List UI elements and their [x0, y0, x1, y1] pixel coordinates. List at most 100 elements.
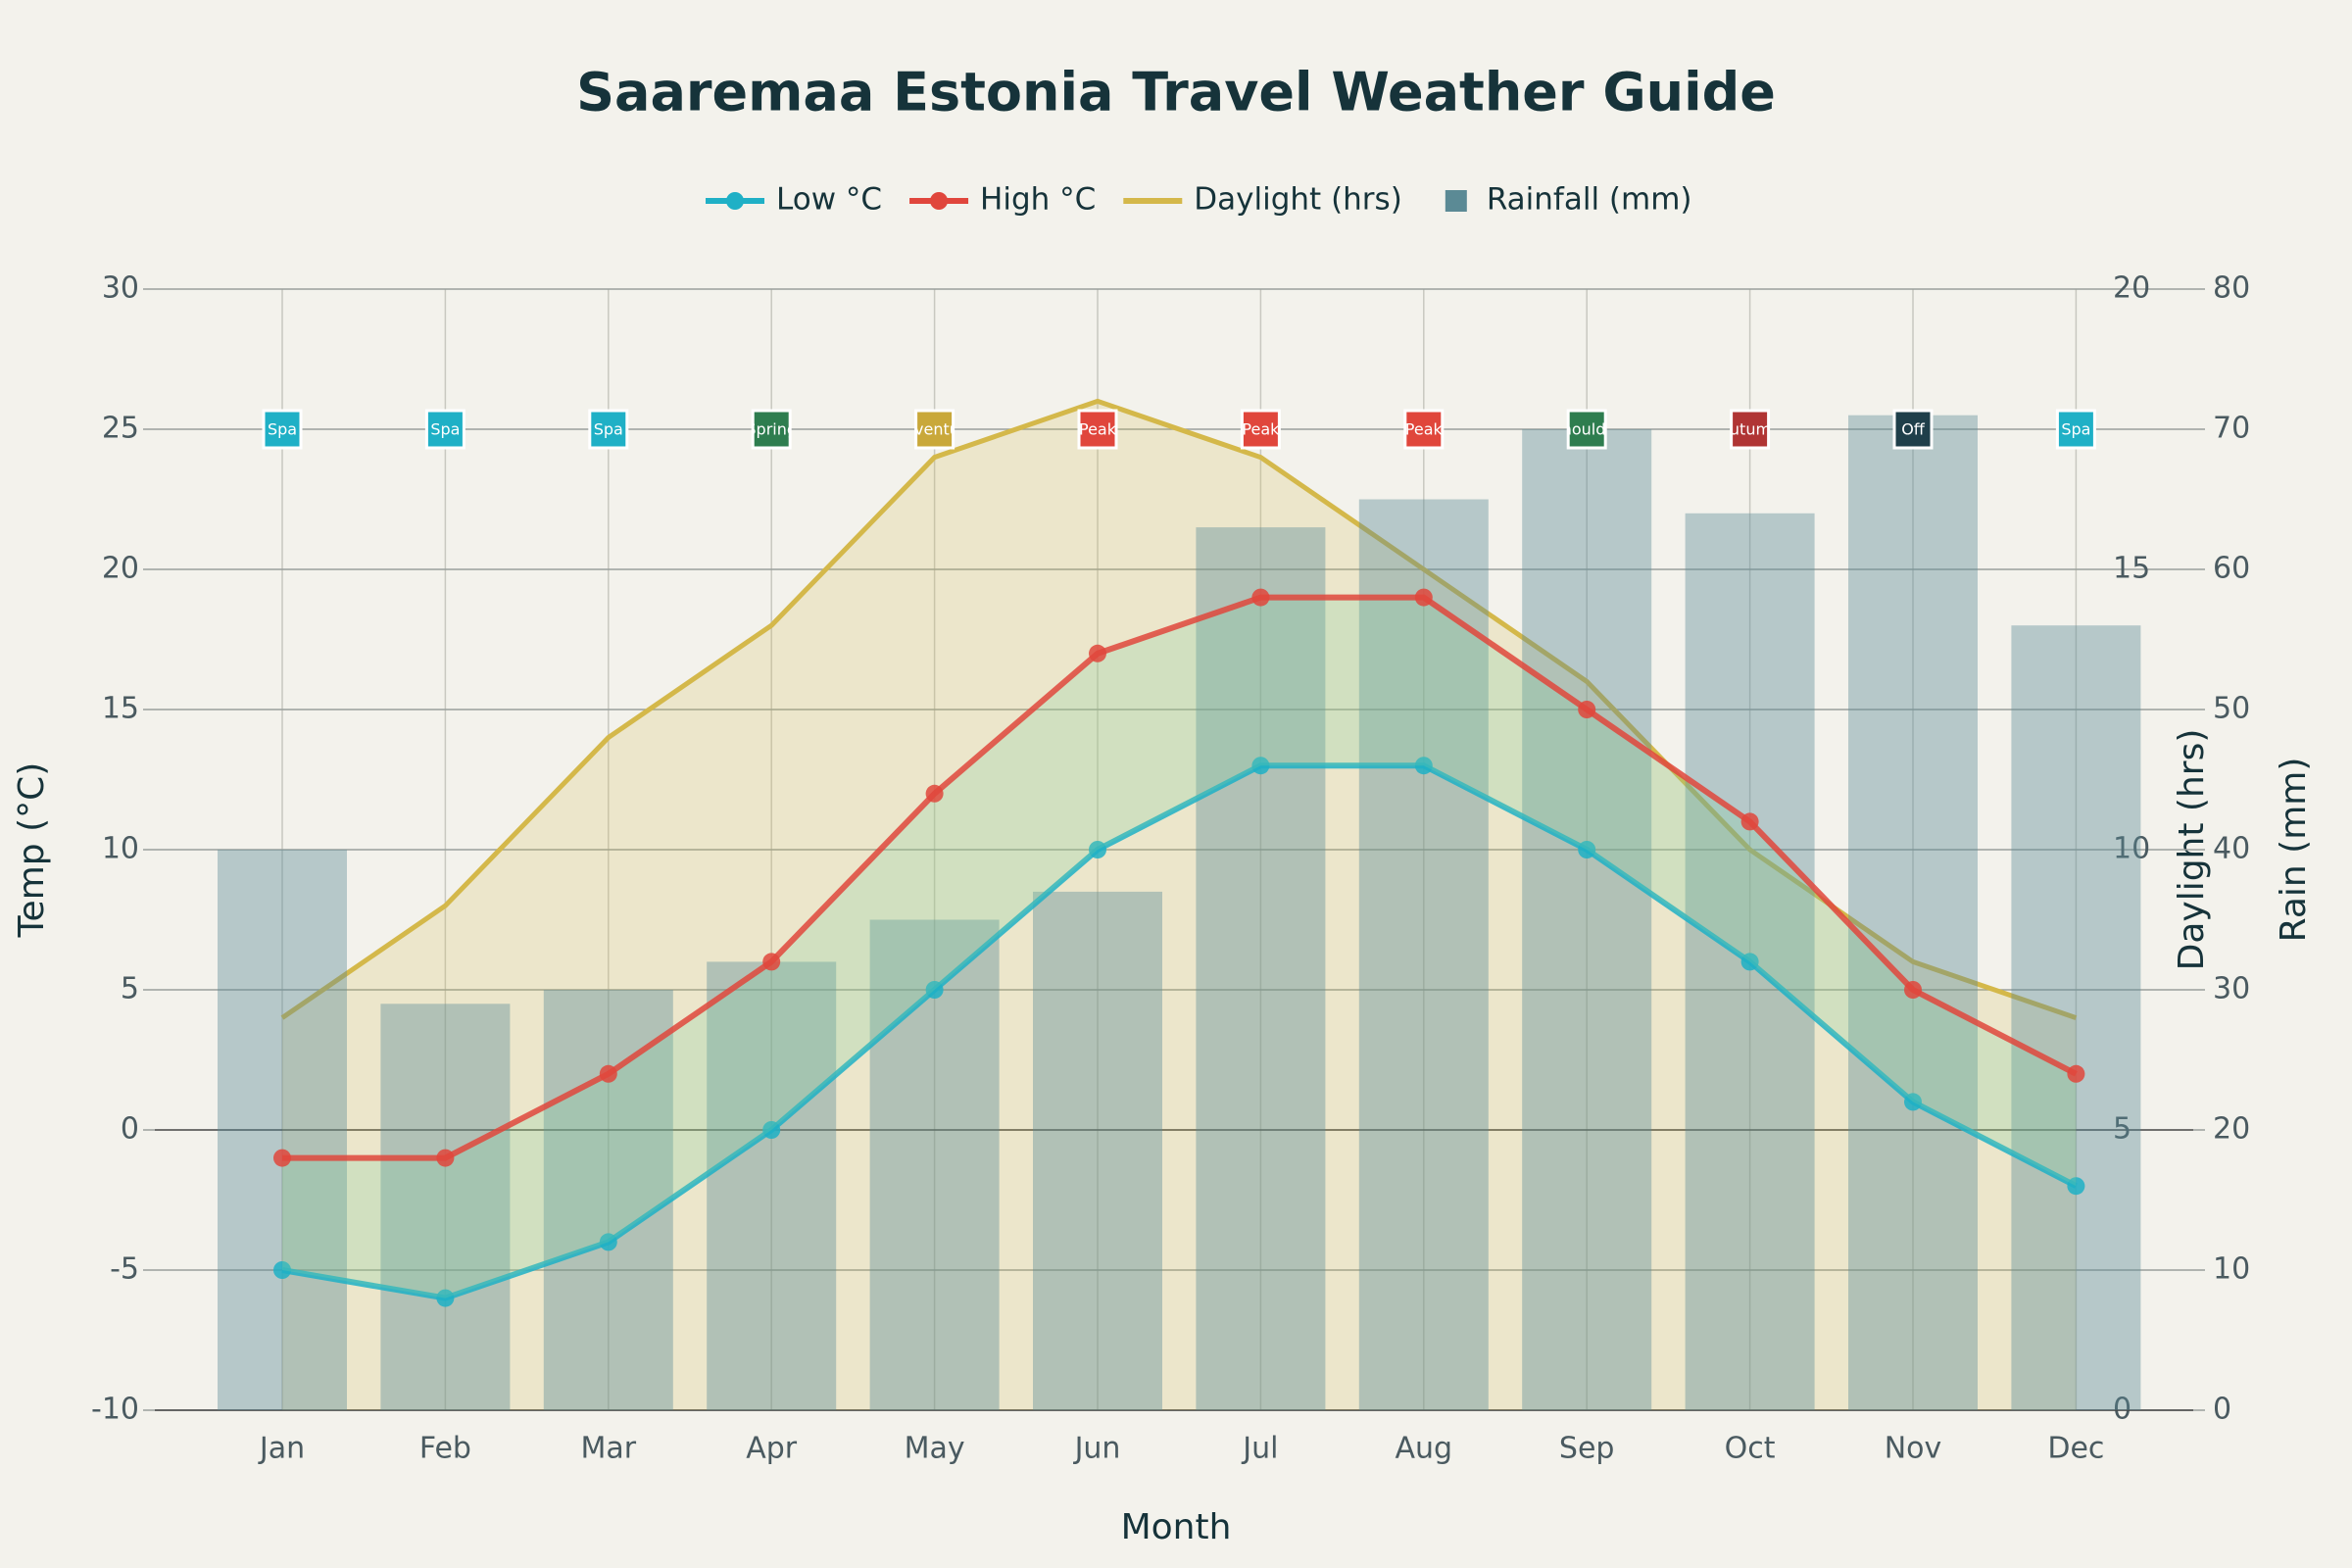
- season-marker: [1892, 409, 1934, 450]
- temp-point: [1740, 953, 1759, 971]
- temp-point: [2067, 1064, 2085, 1083]
- season-label: Peak: [1242, 420, 1280, 439]
- rain-bar: [1196, 527, 1326, 1410]
- season-label: Shoulder: [1552, 420, 1623, 439]
- season-label: Adventure: [894, 420, 975, 439]
- legend-swatch-point: [726, 192, 744, 210]
- y2-tick-label: 20: [2113, 271, 2150, 306]
- x-tick-label: Oct: [1725, 1432, 1776, 1466]
- temp-point: [599, 1233, 617, 1251]
- y2-tick-label: 0: [2113, 1393, 2132, 1427]
- legend-swatch: [1445, 190, 1467, 212]
- y3-tick-label: 30: [2213, 972, 2250, 1006]
- y-tick-label: 20: [102, 552, 139, 586]
- x-tick-label: Mar: [580, 1432, 636, 1466]
- rain-bar: [1522, 429, 1652, 1410]
- temp-line: [281, 762, 2078, 1301]
- y-axis-title: Temp (°C): [12, 762, 52, 939]
- chart-title: Saaremaa Estonia Travel Weather Guide: [576, 62, 1776, 123]
- daylight-line: [280, 398, 2078, 1020]
- legend-label: Low °C: [776, 182, 882, 218]
- temp-point: [273, 1149, 291, 1167]
- temp-point: [1904, 1093, 1922, 1111]
- y3-tick-label: 70: [2213, 412, 2250, 446]
- season-marker: [424, 409, 466, 450]
- season-label: Peak: [1405, 420, 1444, 439]
- season-marker: [751, 409, 792, 450]
- temp-point: [762, 1121, 781, 1139]
- y-tick-label: 15: [102, 692, 139, 726]
- temp-point: [2067, 1177, 2085, 1196]
- range-fill: [282, 597, 2077, 1298]
- temp-point: [925, 981, 944, 999]
- rain-bar: [218, 850, 347, 1410]
- temp-point: [1740, 812, 1759, 831]
- temp-point: [925, 784, 944, 803]
- legend-label: High °C: [980, 182, 1096, 218]
- season-marker: [1077, 409, 1118, 450]
- season-label: Off: [1901, 420, 1926, 439]
- y3-tick-label: 80: [2213, 271, 2250, 306]
- temp-point: [762, 953, 781, 971]
- rain-bar: [869, 919, 1000, 1410]
- x-tick-label: Jun: [1073, 1432, 1121, 1466]
- temp-line: [282, 594, 2078, 1161]
- season-label: Spa: [268, 420, 297, 439]
- y-tick-label: 0: [121, 1112, 139, 1147]
- rain-bar: [380, 1004, 511, 1410]
- season-label: Spa: [430, 420, 460, 439]
- rain-bar: [2011, 625, 2141, 1410]
- temp-point: [1414, 757, 1433, 775]
- season-label: Autumn: [1719, 420, 1781, 439]
- legend-swatch-point: [930, 192, 949, 210]
- x-tick-label: Feb: [419, 1432, 471, 1466]
- y-tick-label: 25: [102, 412, 139, 446]
- y2-tick-label: 5: [2113, 1112, 2132, 1147]
- temp-point: [1414, 588, 1433, 607]
- y2-tick-label: 15: [2113, 552, 2150, 586]
- season-marker: [1403, 409, 1445, 450]
- rain-bar: [1848, 415, 1978, 1410]
- x-tick-label: Nov: [1885, 1432, 1942, 1466]
- rain-bar: [1033, 891, 1162, 1410]
- season-label: Spring: [746, 420, 797, 439]
- temp-point: [1089, 841, 1106, 858]
- temp-point: [1089, 644, 1106, 662]
- temp-point: [1251, 757, 1270, 775]
- y-tick-label: -10: [91, 1393, 139, 1427]
- temp-point: [436, 1289, 455, 1307]
- y3-tick-label: 40: [2213, 832, 2250, 866]
- x-axis-title: Month: [1121, 1507, 1232, 1547]
- season-label: Spa: [2061, 420, 2090, 439]
- y-tick-label: 5: [121, 972, 139, 1006]
- rain-bar: [543, 990, 673, 1410]
- temp-point: [599, 1064, 617, 1083]
- x-tick-label: Apr: [746, 1432, 798, 1466]
- season-marker: [914, 409, 956, 450]
- season-marker: [2055, 409, 2096, 450]
- temp-point: [1251, 588, 1270, 607]
- rain-bar: [1358, 499, 1489, 1410]
- temp-point: [436, 1149, 455, 1167]
- season-marker: [1240, 409, 1281, 450]
- season-marker: [1730, 409, 1771, 450]
- y3-tick-label: 60: [2213, 552, 2250, 586]
- temp-point: [1578, 841, 1596, 858]
- y2-tick-label: 10: [2113, 832, 2150, 866]
- season-marker: [588, 409, 629, 450]
- y3-tick-label: 50: [2213, 692, 2250, 726]
- temp-point: [1904, 981, 1922, 999]
- y3-tick-label: 10: [2213, 1252, 2250, 1287]
- season-marker: [1566, 409, 1607, 450]
- x-tick-label: Jul: [1241, 1432, 1278, 1466]
- x-tick-label: May: [905, 1432, 965, 1466]
- y-tick-label: 30: [102, 271, 139, 306]
- y3-tick-label: 0: [2213, 1393, 2231, 1427]
- temp-point: [273, 1261, 291, 1279]
- x-tick-label: Aug: [1396, 1432, 1453, 1466]
- y-tick-label: 10: [102, 832, 139, 866]
- y-tick-label: -5: [110, 1252, 139, 1287]
